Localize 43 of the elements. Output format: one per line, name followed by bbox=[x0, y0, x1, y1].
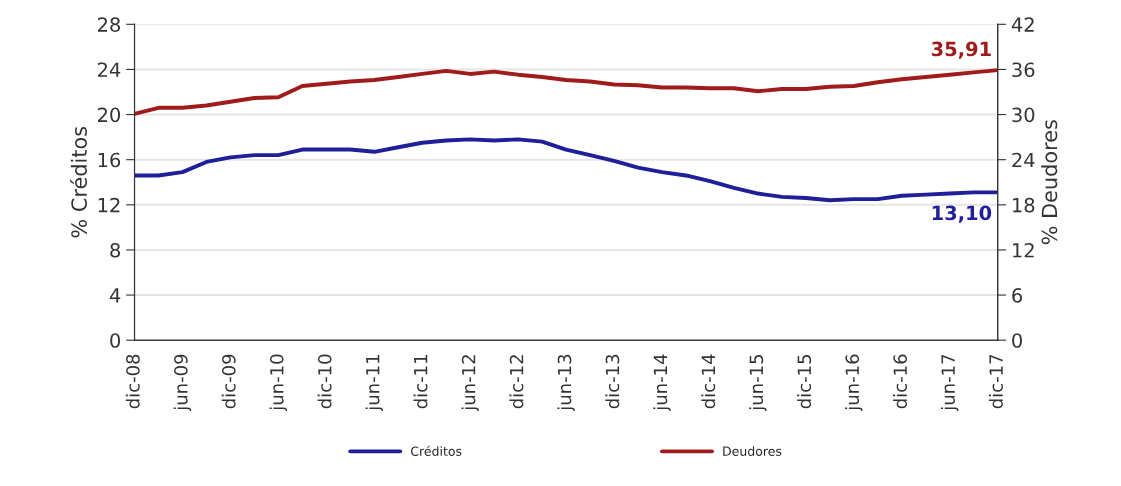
y2-tick-label: 6 bbox=[1012, 288, 1023, 303]
y2-tick-label: 30 bbox=[1012, 107, 1035, 123]
x-tick-label: dic-08 bbox=[125, 354, 140, 409]
legend-label: Créditos bbox=[410, 445, 462, 456]
x-tick-label: dic-11 bbox=[413, 355, 428, 409]
y2-tick-label: 42 bbox=[1011, 17, 1034, 32]
y2-tick-label: 24 bbox=[1012, 152, 1035, 168]
data-label: 35,91 bbox=[931, 41, 991, 59]
y2-axis-title: % Deudores bbox=[1041, 120, 1058, 245]
data-label: 13,10 bbox=[932, 205, 992, 223]
y-tick-label: 20 bbox=[98, 107, 121, 123]
x-tick-label: dic-13 bbox=[605, 354, 620, 409]
line-series bbox=[134, 137, 998, 203]
x-tick-label: jun-13 bbox=[557, 354, 575, 412]
line-series bbox=[134, 68, 998, 116]
y-tick-label: 28 bbox=[98, 17, 120, 32]
x-tick-label: jun-12 bbox=[461, 355, 479, 412]
x-tick-label: jun-17 bbox=[941, 354, 959, 412]
x-tick-label: jun-10 bbox=[269, 354, 288, 412]
y-tick-label: 16 bbox=[98, 152, 121, 168]
y-tick-label: 4 bbox=[109, 288, 121, 303]
y2-tick-label: 12 bbox=[1013, 242, 1034, 258]
y-tick-label: 24 bbox=[98, 62, 121, 77]
y-tick-label: 8 bbox=[110, 242, 120, 258]
y2-tick-label: 36 bbox=[1012, 62, 1035, 78]
legend-label: Deudores bbox=[723, 446, 782, 456]
x-tick-label: dic-15 bbox=[797, 354, 812, 409]
x-tick-label: dic-17 bbox=[988, 354, 1003, 409]
x-tick-label: jun-16 bbox=[845, 354, 863, 412]
y2-tick-label: 18 bbox=[1013, 197, 1035, 213]
x-tick-label: dic-14 bbox=[701, 354, 716, 409]
x-tick-label: dic-16 bbox=[893, 354, 908, 409]
x-tick-label: jun-11 bbox=[365, 355, 384, 412]
y2-tick-label: 0 bbox=[1012, 333, 1022, 348]
x-tick-label: dic-12 bbox=[509, 355, 524, 409]
x-tick-label: jun-15 bbox=[749, 354, 767, 412]
y-axis-title: % Créditos bbox=[70, 126, 87, 238]
x-tick-label: jun-09 bbox=[173, 354, 192, 412]
y-tick-label: 12 bbox=[98, 197, 120, 213]
x-tick-label: jun-14 bbox=[653, 354, 671, 412]
x-tick-label: dic-09 bbox=[221, 354, 236, 409]
x-tick-label: dic-10 bbox=[317, 354, 332, 409]
y-tick-label: 0 bbox=[110, 333, 121, 348]
